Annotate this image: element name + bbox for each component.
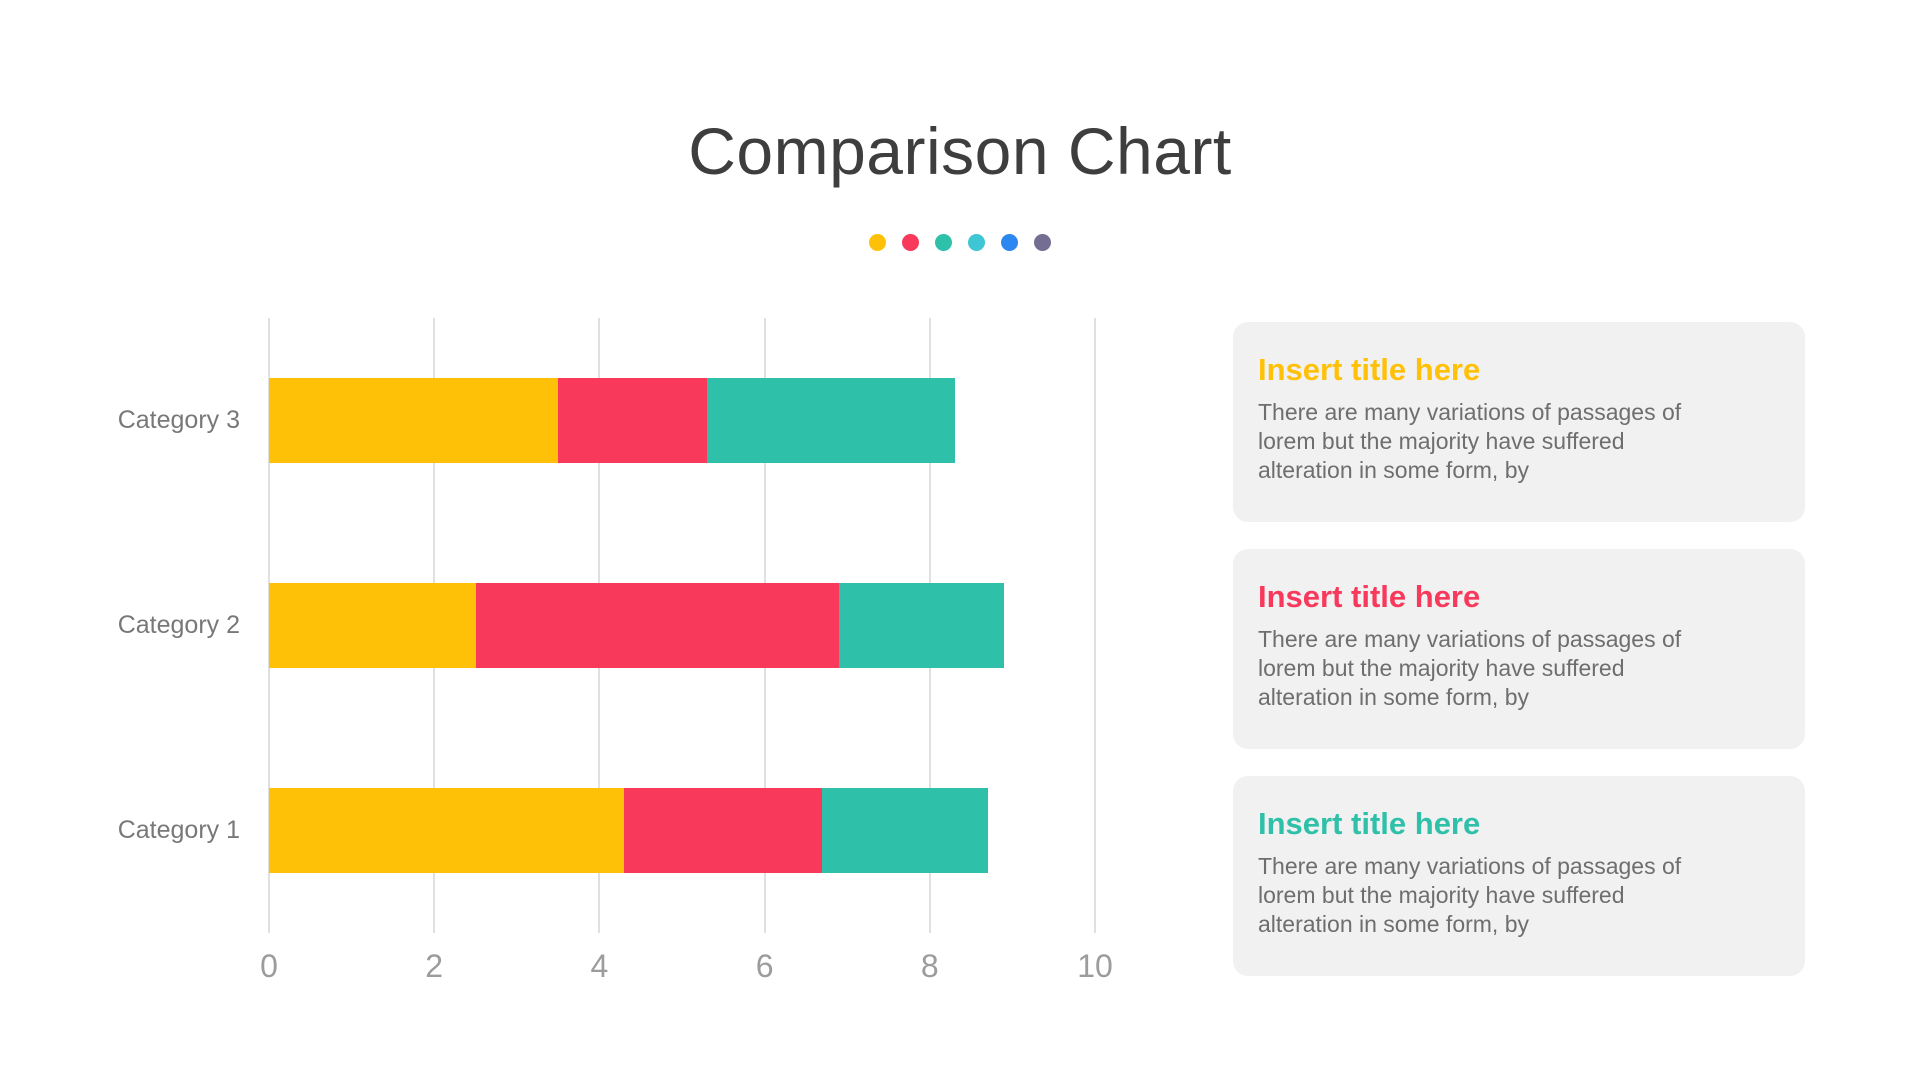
bar-row-category-1 bbox=[269, 728, 1095, 933]
page-title: Comparison Chart bbox=[688, 114, 1232, 188]
x-tick-label: 0 bbox=[260, 948, 278, 984]
bar-segment-yellow bbox=[269, 583, 476, 668]
bar-segment-pink bbox=[558, 378, 707, 463]
card-body-line: alteration in some form, by bbox=[1258, 684, 1530, 711]
x-tick-label: 2 bbox=[425, 948, 444, 984]
bar-segment-pink bbox=[624, 788, 823, 873]
accent-dot-pink bbox=[902, 234, 919, 251]
bar-row-category-3 bbox=[269, 318, 1095, 523]
card-body-line: There are many variations of passages of bbox=[1258, 399, 1682, 426]
card-title: Insert title here bbox=[1258, 579, 1481, 614]
card-title: Insert title here bbox=[1258, 806, 1481, 841]
card-title: Insert title here bbox=[1258, 352, 1481, 387]
accent-dot-yellow bbox=[869, 234, 886, 251]
category-label: Category 3 bbox=[117, 406, 240, 434]
info-card-2: Insert title here There are many variati… bbox=[1233, 549, 1805, 749]
bar-segment-pink bbox=[475, 583, 839, 668]
bar-stack bbox=[269, 378, 1095, 463]
bar-segment-teal bbox=[706, 378, 955, 463]
info-card-3: Insert title here There are many variati… bbox=[1233, 776, 1805, 976]
card-body-line: alteration in some form, by bbox=[1258, 457, 1530, 484]
card-body-line: lorem but the majority have suffered bbox=[1258, 655, 1625, 682]
accent-dot-purple bbox=[1034, 234, 1051, 251]
card-body-line: alteration in some form, by bbox=[1258, 911, 1530, 938]
stacked-bar-chart bbox=[268, 318, 1096, 933]
bar-segment-teal bbox=[822, 788, 988, 873]
card-body: There are many variations of passages of… bbox=[1258, 398, 1775, 485]
card-body: There are many variations of passages of… bbox=[1258, 852, 1775, 939]
bar-segment-teal bbox=[838, 583, 1005, 668]
accent-dot-green bbox=[935, 234, 952, 251]
info-cards: Insert title here There are many variati… bbox=[1233, 322, 1805, 976]
card-body-line: There are many variations of passages of bbox=[1258, 853, 1682, 880]
accent-dot-cyan bbox=[968, 234, 985, 251]
x-tick-label: 10 bbox=[1077, 948, 1113, 984]
card-body-line: lorem but the majority have suffered bbox=[1258, 882, 1625, 909]
bar-segment-yellow bbox=[269, 788, 625, 873]
category-label: Category 2 bbox=[117, 611, 240, 639]
x-tick-label: 4 bbox=[590, 948, 609, 984]
accent-dot-blue bbox=[1001, 234, 1018, 251]
card-body-line: There are many variations of passages of bbox=[1258, 626, 1682, 653]
info-card-1: Insert title here There are many variati… bbox=[1233, 322, 1805, 522]
gridline bbox=[1094, 318, 1096, 933]
bar-stack bbox=[269, 788, 1095, 873]
bar-segment-yellow bbox=[269, 378, 559, 463]
card-body-line: lorem but the majority have suffered bbox=[1258, 428, 1625, 455]
x-axis: 0 2 4 6 8 10 bbox=[260, 948, 1113, 990]
bar-row-category-2 bbox=[269, 523, 1095, 728]
card-body: There are many variations of passages of… bbox=[1258, 625, 1775, 712]
x-tick-label: 8 bbox=[920, 948, 939, 984]
bar-stack bbox=[269, 583, 1095, 668]
accent-dots bbox=[0, 234, 1920, 251]
x-tick-label: 6 bbox=[755, 948, 774, 984]
category-labels: Category 3 Category 2 Category 1 bbox=[90, 318, 240, 933]
category-label: Category 1 bbox=[117, 816, 240, 844]
